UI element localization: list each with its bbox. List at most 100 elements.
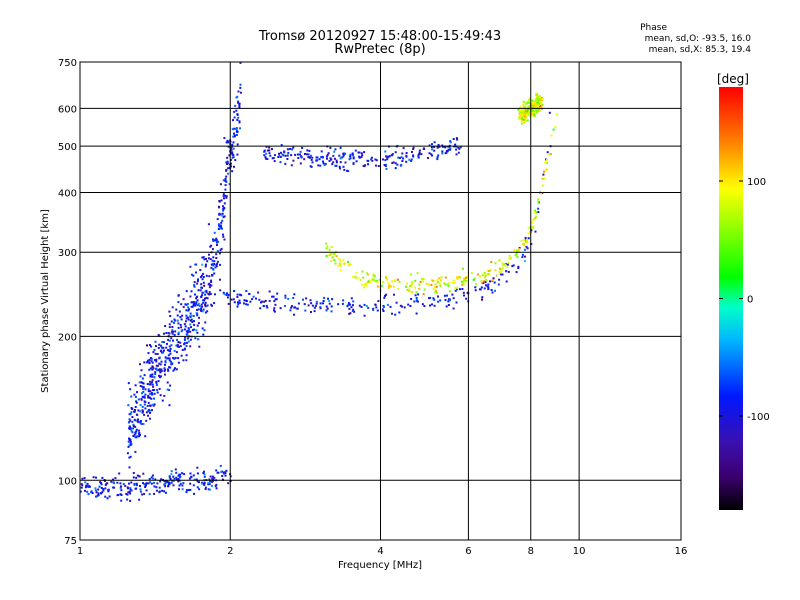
y-tick-label: 400 <box>58 188 77 199</box>
data-point <box>452 307 455 310</box>
data-point <box>152 351 155 354</box>
data-point <box>521 110 524 112</box>
data-point <box>202 281 205 284</box>
data-point <box>405 285 408 288</box>
data-point <box>377 300 380 303</box>
data-point <box>330 246 333 248</box>
data-point <box>225 294 228 297</box>
data-point <box>367 163 369 166</box>
data-point <box>522 106 525 109</box>
data-point <box>304 153 306 155</box>
data-point <box>332 252 335 255</box>
data-point <box>148 368 151 371</box>
data-point <box>513 249 516 252</box>
data-point <box>159 480 162 483</box>
data-point <box>215 253 218 256</box>
data-point <box>354 275 357 278</box>
data-point <box>202 272 205 275</box>
data-point <box>294 153 297 156</box>
data-point <box>422 278 425 280</box>
data-point <box>439 279 442 282</box>
data-point <box>128 438 131 441</box>
data-point <box>483 271 486 274</box>
data-point <box>144 435 147 438</box>
data-point <box>263 300 266 303</box>
data-point <box>374 303 377 306</box>
data-point <box>393 293 395 296</box>
data-point <box>410 158 413 161</box>
data-point <box>430 283 433 286</box>
data-point <box>120 489 123 492</box>
data-point <box>348 312 351 315</box>
data-point <box>417 155 420 158</box>
data-point <box>193 284 196 287</box>
data-point <box>239 127 241 130</box>
data-point <box>166 357 169 360</box>
data-point <box>405 155 408 158</box>
data-point <box>189 488 192 491</box>
data-point <box>336 264 339 267</box>
data-point <box>221 214 224 217</box>
data-point <box>205 296 208 299</box>
data-point <box>325 242 328 245</box>
data-point <box>385 276 387 279</box>
data-point <box>91 492 94 494</box>
data-point <box>405 160 408 163</box>
data-point <box>472 278 475 281</box>
data-point <box>394 162 397 165</box>
data-point <box>167 332 170 335</box>
data-point <box>195 297 198 300</box>
data-point <box>139 420 142 422</box>
data-point <box>227 293 230 296</box>
data-point <box>210 284 213 287</box>
data-point <box>151 379 154 382</box>
data-point <box>171 326 174 328</box>
data-point <box>277 156 280 158</box>
data-point <box>204 305 207 308</box>
y-tick-label: 750 <box>58 58 77 69</box>
data-point <box>230 475 233 478</box>
data-point <box>149 367 152 370</box>
data-point <box>162 346 165 349</box>
data-point <box>159 344 162 347</box>
data-point <box>284 294 287 297</box>
data-point <box>104 487 107 490</box>
data-point <box>342 155 345 158</box>
data-point <box>184 336 187 339</box>
data-point <box>224 471 227 474</box>
data-point <box>227 172 229 175</box>
data-point <box>349 303 351 306</box>
data-point <box>98 485 101 488</box>
data-point <box>401 160 404 162</box>
data-point <box>313 310 316 313</box>
data-point <box>525 102 527 105</box>
data-point <box>140 381 143 384</box>
data-point <box>447 285 450 288</box>
data-point <box>411 291 414 294</box>
data-point <box>146 404 149 407</box>
data-point <box>335 255 338 258</box>
x-tick-label: 8 <box>528 546 534 557</box>
data-point <box>210 303 213 306</box>
data-point <box>154 478 157 481</box>
data-point <box>466 276 468 279</box>
data-point <box>264 299 267 302</box>
y-axis-label: Stationary phase Virtual Height [km] <box>40 209 51 393</box>
data-point <box>152 367 155 370</box>
data-point <box>216 250 219 253</box>
data-point <box>132 410 135 413</box>
data-point <box>432 288 435 291</box>
data-point <box>361 283 364 286</box>
data-point <box>179 482 182 485</box>
data-point <box>352 162 355 165</box>
data-point <box>338 165 341 168</box>
data-point <box>215 237 218 240</box>
data-point <box>199 269 202 271</box>
data-point <box>163 490 166 493</box>
data-point <box>385 155 388 158</box>
data-point <box>150 345 153 348</box>
data-point <box>175 476 178 479</box>
data-point <box>373 279 375 282</box>
data-point <box>541 107 544 110</box>
data-point <box>211 248 214 251</box>
